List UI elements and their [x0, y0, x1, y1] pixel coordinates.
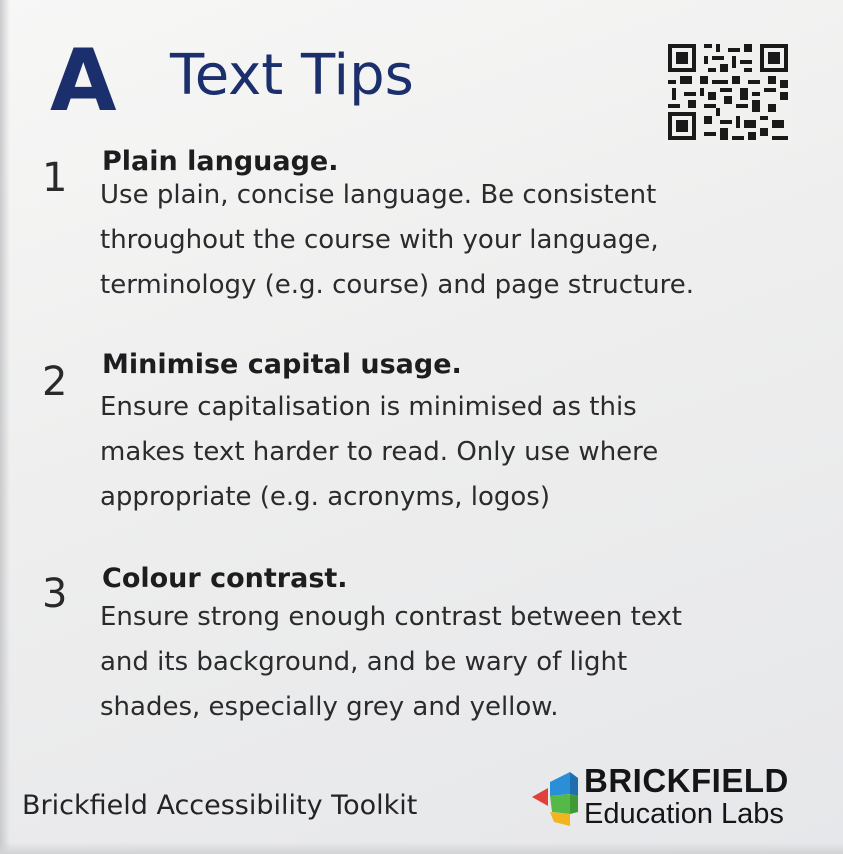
tip-body-line: and its background, and be wary of light	[100, 647, 628, 677]
tip-heading: Colour contrast.	[102, 563, 348, 594]
tip-body: Use plain, concise language. Be consiste…	[100, 173, 790, 308]
brand-subtitle: Education Labs	[584, 798, 784, 830]
tip-body-line: throughout the course with your language…	[100, 225, 659, 255]
tip-body-line: makes text harder to read. Only use wher…	[100, 437, 659, 467]
qr-code-icon[interactable]	[664, 40, 792, 144]
toolkit-name: Brickfield Accessibility Toolkit	[22, 790, 418, 821]
tip-heading: Plain language.	[102, 146, 339, 177]
tip-number: 2	[42, 359, 68, 405]
tip-body-line: Use plain, concise language. Be consiste…	[100, 180, 657, 210]
tip-body: Ensure strong enough contrast between te…	[100, 595, 790, 730]
brickfield-logo-icon	[532, 772, 578, 826]
card-title: Text Tips	[170, 43, 414, 108]
category-letter: A	[50, 31, 117, 131]
brand-name: BRICKFIELD	[584, 762, 789, 799]
tip-heading: Minimise capital usage.	[102, 349, 462, 380]
tip-body-line: terminology (e.g. course) and page struc…	[100, 270, 695, 300]
tip-body-line: Ensure strong enough contrast between te…	[100, 602, 682, 632]
tip-body-line: Ensure capitalisation is minimised as th…	[100, 392, 637, 422]
card-bottom-edge	[0, 842, 843, 854]
tip-number: 3	[42, 571, 68, 617]
tip-body-line: appropriate (e.g. acronyms, logos)	[100, 482, 550, 512]
tip-body-line: shades, especially grey and yellow.	[100, 692, 559, 722]
tip-body: Ensure capitalisation is minimised as th…	[100, 385, 790, 520]
card-left-edge	[0, 0, 10, 854]
tip-number: 1	[42, 155, 68, 201]
